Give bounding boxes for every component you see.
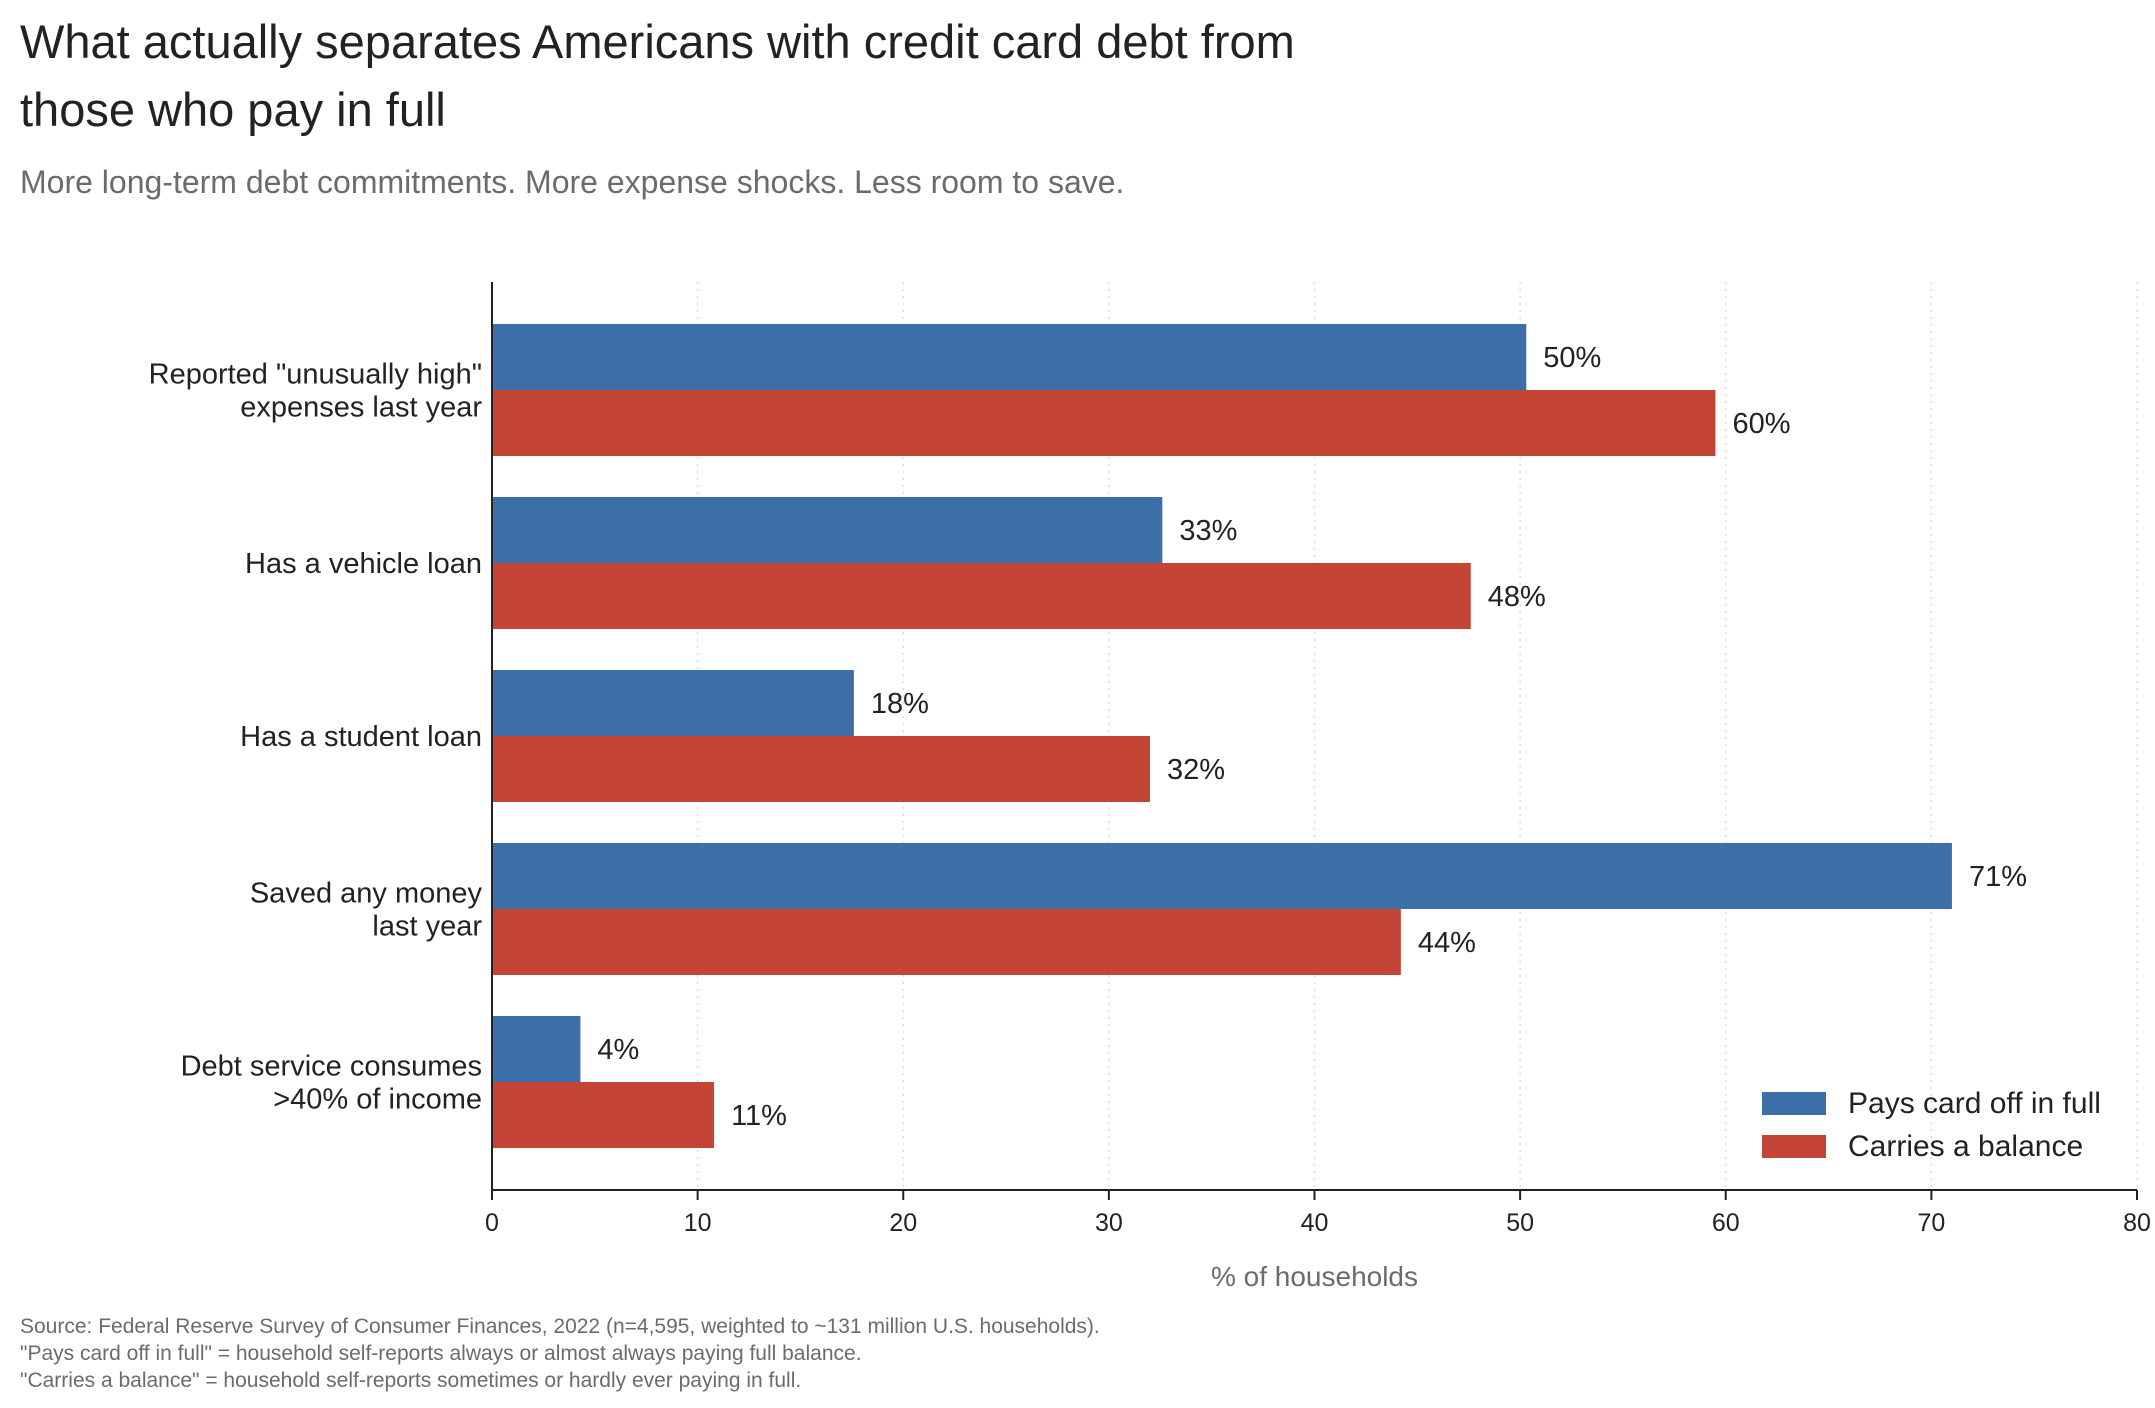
bar: [492, 497, 1163, 563]
bar: [492, 670, 854, 736]
category-labels: Reported "unusually high" expenses last y…: [149, 359, 483, 1116]
bar: [492, 563, 1471, 629]
x-tick-label: 50: [1506, 1209, 1534, 1237]
category-label-line: expenses last year: [240, 392, 482, 424]
bar: [492, 1016, 581, 1082]
category-label-line: Debt service consumes: [181, 1051, 482, 1083]
chart-subtitle: More long-term debt commitments. More ex…: [20, 164, 1125, 200]
bar-value-label: 33%: [1179, 515, 1237, 547]
x-tick-label: 10: [684, 1209, 712, 1237]
bars: [492, 324, 1952, 1148]
legend-label: Pays card off in full: [1848, 1087, 2101, 1120]
bar-value-label: 32%: [1167, 754, 1225, 786]
x-tick-label: 0: [485, 1209, 499, 1237]
chart-title: What actually separates Americans with c…: [20, 15, 1295, 136]
bar-value-label: 44%: [1418, 927, 1476, 959]
x-tick-label: 20: [889, 1209, 917, 1237]
x-tick-label: 80: [2123, 1209, 2151, 1237]
category-label: Has a student loan: [240, 721, 482, 753]
bar-value-label: 11%: [731, 1100, 787, 1132]
footnote-definition-full: "Pays card off in full" = household self…: [20, 1342, 862, 1365]
footnotes: Source: Federal Reserve Survey of Consum…: [20, 1313, 1100, 1394]
legend: Pays card off in full Carries a balance: [1762, 1087, 2101, 1163]
bar: [492, 1082, 715, 1148]
bar-value-label: 71%: [1969, 861, 2027, 893]
x-axis-title: % of households: [1211, 1261, 1418, 1292]
bar-value-label: 18%: [871, 688, 929, 720]
bar-value-label: 50%: [1543, 342, 1601, 374]
legend-label: Carries a balance: [1848, 1130, 2083, 1163]
category-label-line: Has a vehicle loan: [245, 548, 482, 580]
category-label-line: last year: [372, 911, 482, 943]
category-label: Debt service consumes >40% of income: [181, 1051, 482, 1116]
grid-lines: [696, 282, 2138, 1190]
bar: [492, 909, 1401, 975]
category-label: Has a vehicle loan: [245, 548, 482, 580]
bar: [492, 843, 1952, 909]
category-label: Reported "unusually high" expenses last y…: [149, 359, 483, 424]
x-tick-label: 40: [1301, 1209, 1329, 1237]
bar: [492, 324, 1527, 390]
bar: [492, 390, 1716, 456]
x-tick-label: 30: [1095, 1209, 1123, 1237]
bar-value-label: 4%: [597, 1034, 639, 1066]
footnote-source: Source: Federal Reserve Survey of Consum…: [20, 1315, 1100, 1338]
bar-chart: 50% 60% 33% 48% 18% 32% 71% 44% 4% 11% Reported "…: [149, 282, 2151, 1292]
x-tick-label: 60: [1712, 1209, 1740, 1237]
bar-labels: 50% 60% 33% 48% 18% 32% 71% 44% 4% 11%: [597, 342, 2027, 1132]
category-label: Saved any money last year: [250, 878, 483, 943]
legend-swatch: [1762, 1135, 1826, 1158]
footnote-definition-balance: "Carries a balance" = household self-rep…: [20, 1369, 802, 1392]
category-label-line: Reported "unusually high": [149, 359, 482, 391]
category-label-line: >40% of income: [273, 1084, 482, 1116]
bar-value-label: 60%: [1732, 408, 1790, 440]
category-label-line: Saved any money: [250, 878, 483, 910]
x-axis: 0 10 20 30 40 50 60 70 80 % of households: [485, 282, 2151, 1292]
bar-value-label: 48%: [1488, 581, 1546, 613]
category-label-line: Has a student loan: [240, 721, 482, 753]
legend-swatch: [1762, 1092, 1826, 1115]
x-tick-label: 70: [1917, 1209, 1945, 1237]
bar: [492, 736, 1150, 802]
